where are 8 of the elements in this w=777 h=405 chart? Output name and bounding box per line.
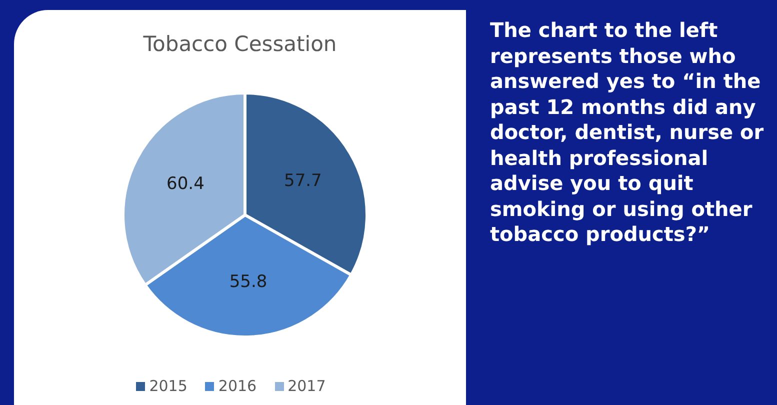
text: The chart to the left represents those who answered yes to “in the past 12 months did any doctor, dentist, nurse or health professional advise you to quit smoking or using other tobacco products?” [490, 18, 764, 246]
data-label: 55.8 [229, 272, 268, 292]
legend-label: 2017 [288, 377, 326, 395]
data-label: 60.4 [166, 174, 204, 194]
legend-label: 2015 [149, 377, 188, 395]
chart-title: Tobacco Cessation [142, 32, 338, 56]
data-label: 57.7 [284, 171, 322, 192]
legend-label: 2016 [218, 377, 257, 395]
